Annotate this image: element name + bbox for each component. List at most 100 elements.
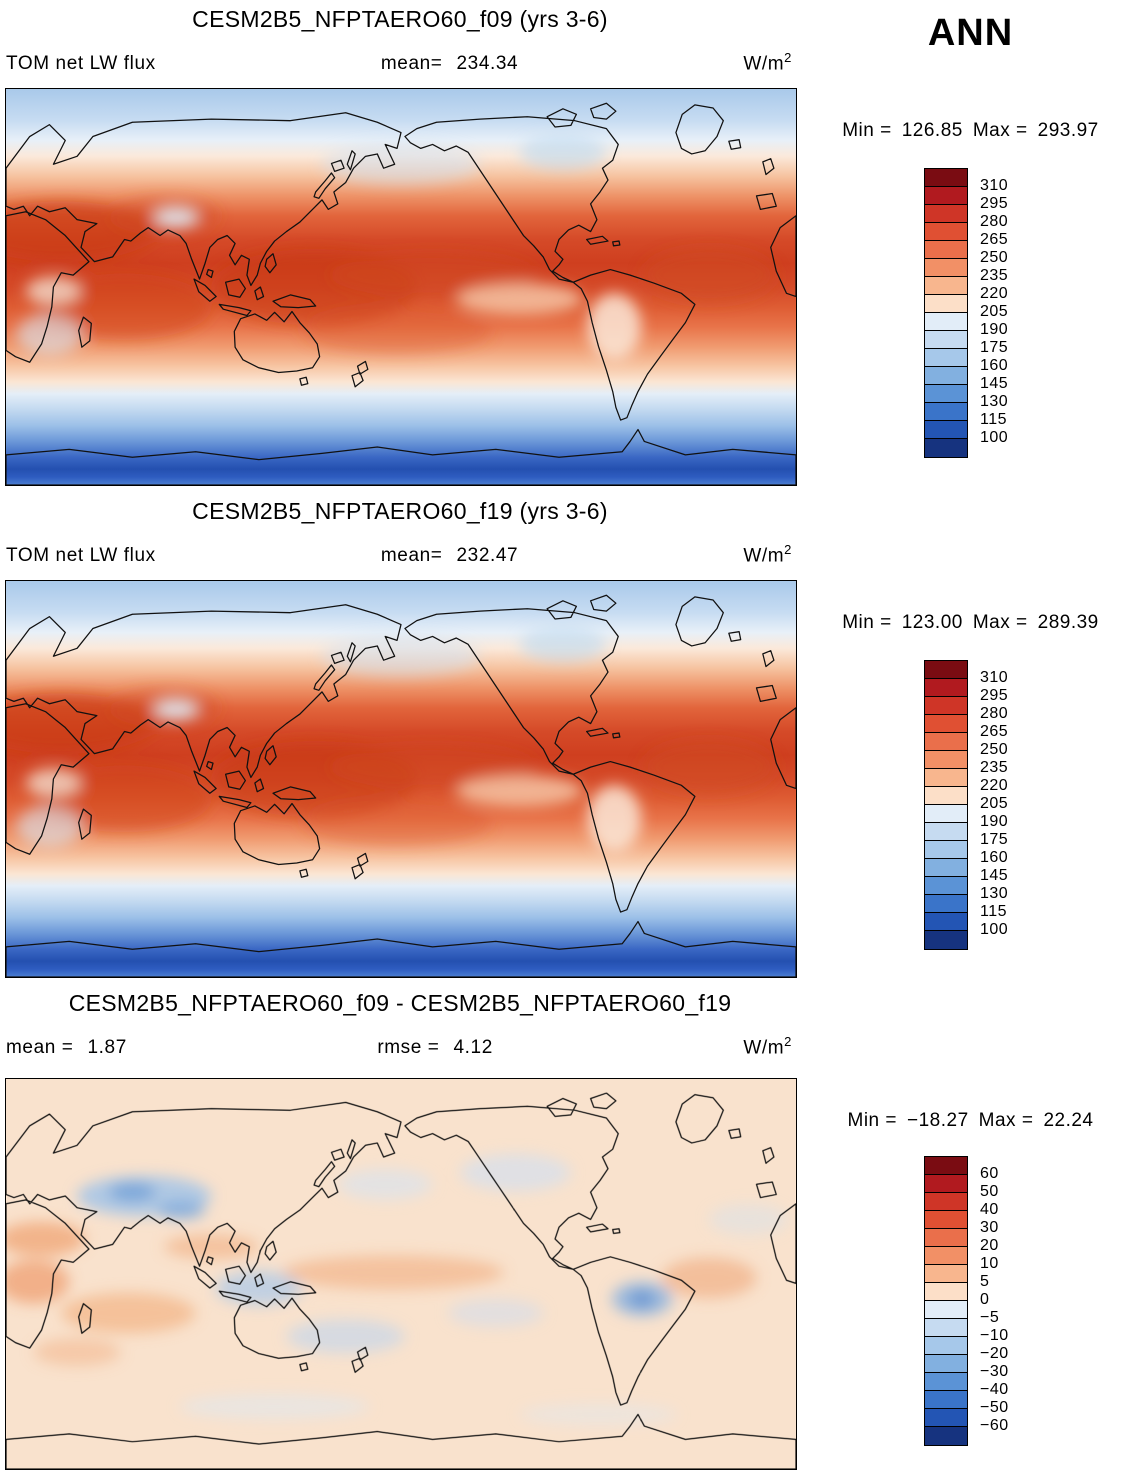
colorbar-cell	[925, 697, 967, 715]
colorbar-tick-label: −50	[980, 1399, 1009, 1416]
mean-label: mean=	[380, 545, 443, 567]
colorbar-tick-label: 50	[980, 1183, 999, 1200]
colorbar-cell	[925, 661, 967, 679]
panel-title: CESM2B5_NFPTAERO60_f09 (yrs 3-6)	[192, 6, 608, 32]
colorbar-cell	[925, 1229, 967, 1247]
panel-sidebar: Min = 123.00 Max = 289.39 310 295 280 265 25…	[812, 492, 1129, 984]
colorbar-cell	[925, 1211, 967, 1229]
colorbar-tick-label: 130	[980, 885, 1009, 902]
mean-stat: mean= 234.34	[381, 53, 518, 75]
colorbar-cell	[925, 877, 967, 895]
colorbar-cell	[925, 841, 967, 859]
panel-subheader: TOM net LW flux mean= 232.47 W/m2	[6, 542, 792, 567]
colorbar-labels: 60 50 40 30 20 10 5 0 −5 −10 −20 −30 −40 −50 −60	[980, 1156, 1050, 1444]
colorbar-cell	[925, 349, 967, 367]
variable-label: TOM net LW flux	[6, 545, 156, 567]
season-label: ANN	[927, 12, 1014, 54]
colorbar-tick-label: 190	[980, 813, 1009, 830]
min-label: Min =	[842, 612, 892, 633]
colorbar-tick-label: 100	[980, 921, 1009, 938]
colorbar-cell	[925, 1373, 967, 1391]
map-frame	[5, 88, 797, 486]
colorbar-tick-label: 280	[980, 213, 1009, 230]
colorbar-tick-label: 265	[980, 723, 1009, 740]
colorbar-tick-label: 115	[980, 411, 1008, 428]
colorbar-cell	[925, 913, 967, 931]
colorbar-tick-label: −20	[980, 1345, 1009, 1362]
min-value: 123.00	[901, 612, 963, 633]
colorbar-cell	[925, 1265, 967, 1283]
colorbar-cell	[925, 169, 967, 187]
colorbar-tick-label: 310	[980, 177, 1009, 194]
colorbar-tick-label: 0	[980, 1291, 990, 1308]
panel-diff: CESM2B5_NFPTAERO60_f09 - CESM2B5_NFPTAER…	[0, 984, 1129, 1478]
colorbar-tick-label: 220	[980, 777, 1009, 794]
minmax-line: Min = −18.27 Max = 22.24	[812, 1110, 1129, 1132]
variable-label: TOM net LW flux	[6, 53, 156, 75]
colorbar-tick-label: 10	[980, 1255, 999, 1272]
panel-title: CESM2B5_NFPTAERO60_f19 (yrs 3-6)	[192, 498, 608, 524]
colorbar-tick-label: 280	[980, 705, 1009, 722]
min-label: Min =	[842, 120, 892, 141]
map-f19	[6, 581, 797, 978]
mean-value: 1.87	[87, 1037, 127, 1059]
rmse-value: 4.12	[453, 1037, 493, 1059]
max-label: Max =	[972, 120, 1028, 141]
panel-sidebar: Min = −18.27 Max = 22.24 60 50 40 30 20 10 5 0−…	[812, 984, 1129, 1478]
colorbar-cell	[925, 403, 967, 421]
panel-subheader: mean = 1.87 rmse = 4.12 W/m2	[6, 1034, 792, 1059]
colorbar: 310 295 280 265 250 235 220 205 190 175 160 145 130 1…	[924, 168, 1050, 458]
colorbar-cell	[925, 769, 967, 787]
colorbar-cell	[925, 331, 967, 349]
colorbar-cell	[925, 187, 967, 205]
mean-label: mean =	[6, 1037, 74, 1059]
colorbar-cell	[925, 1247, 967, 1265]
colorbar-tick-label: 160	[980, 849, 1009, 866]
colorbar-tick-label: 160	[980, 357, 1009, 374]
max-label: Max =	[972, 612, 1028, 633]
colorbar-cell	[925, 421, 967, 439]
colorbar-tick-label: 60	[980, 1165, 999, 1182]
colorbar-cell	[925, 751, 967, 769]
colorbar-tick-label: 295	[980, 195, 1009, 212]
colorbar-cell	[925, 715, 967, 733]
colorbar-cell	[925, 787, 967, 805]
colorbar-cell	[925, 385, 967, 403]
colorbar-labels: 310 295 280 265 250 235 220 205 190 175 160 145 130 1…	[980, 660, 1050, 948]
colorbar-cell	[925, 313, 967, 331]
colorbar-cells	[924, 660, 968, 950]
colorbar-cell	[925, 1337, 967, 1355]
colorbar-cell	[925, 1157, 967, 1175]
colorbar-cell	[925, 679, 967, 697]
colorbar-labels: 310 295 280 265 250 235 220 205 190 175 160 145 130 1…	[980, 168, 1050, 456]
colorbar-tick-label: 115	[980, 903, 1008, 920]
colorbar-tick-label: 205	[980, 795, 1009, 812]
colorbar-cell	[925, 205, 967, 223]
colorbar-tick-label: 30	[980, 1219, 999, 1236]
max-value: 22.24	[1043, 1110, 1094, 1131]
colorbar-tick-label: −10	[980, 1327, 1009, 1344]
rmse-label: rmse =	[377, 1037, 440, 1059]
colorbar-tick-label: −60	[980, 1417, 1009, 1434]
panel-subheader: TOM net LW flux mean= 234.34 W/m2	[6, 50, 792, 75]
colorbar-cell	[925, 823, 967, 841]
colorbar-cell	[925, 1283, 967, 1301]
colorbar-tick-label: 5	[980, 1273, 990, 1290]
units-label: W/m2	[743, 542, 792, 567]
map-f09	[6, 89, 797, 486]
colorbar-cell	[925, 859, 967, 877]
colorbar-cell	[925, 1301, 967, 1319]
min-value: 126.85	[901, 120, 963, 141]
colorbar-tick-label: 190	[980, 321, 1009, 338]
colorbar-tick-label: 310	[980, 669, 1009, 686]
mean-value: 234.34	[456, 53, 519, 75]
units-label: W/m2	[743, 50, 792, 75]
colorbar-cell	[925, 295, 967, 313]
colorbar-tick-label: −30	[980, 1363, 1009, 1380]
max-value: 293.97	[1037, 120, 1099, 141]
colorbar: 60 50 40 30 20 10 5 0 −5 −10 −20 −30 −40 −50 −60	[924, 1156, 1050, 1446]
colorbar-cell	[925, 895, 967, 913]
min-value: −18.27	[907, 1110, 969, 1131]
mean-label: mean=	[380, 53, 443, 75]
